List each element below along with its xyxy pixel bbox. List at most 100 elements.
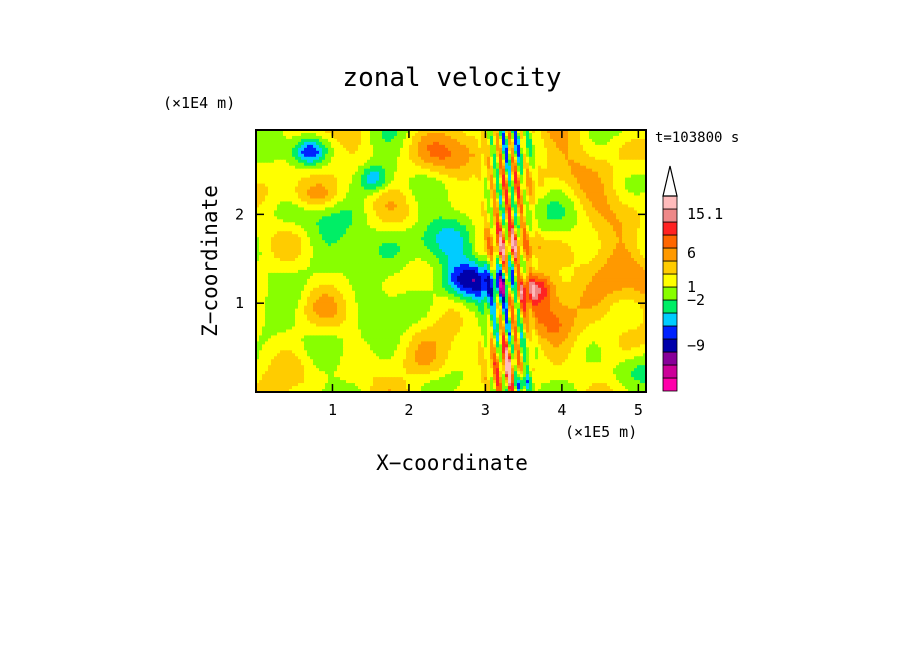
field-cell <box>604 138 608 143</box>
field-cell <box>289 138 293 143</box>
field-cell <box>343 150 347 155</box>
field-cell <box>586 183 590 188</box>
field-cell <box>343 130 347 134</box>
field-cell <box>556 177 560 182</box>
field-cell <box>364 153 368 158</box>
field-cell <box>523 183 527 188</box>
field-cell <box>430 138 434 143</box>
field-cell <box>340 183 344 188</box>
field-cell <box>409 135 413 140</box>
field-cell <box>508 204 512 209</box>
field-cell <box>640 171 644 176</box>
field-cell <box>475 153 479 158</box>
field-cell <box>328 130 332 134</box>
field-cell <box>373 141 377 146</box>
field-cell <box>481 159 485 164</box>
field-cell <box>532 174 536 179</box>
field-cell <box>625 198 629 203</box>
field-cell <box>613 189 617 194</box>
field-cell <box>334 207 338 211</box>
field-cell <box>265 192 269 197</box>
field-cell <box>568 144 572 149</box>
field-cell <box>598 138 602 143</box>
field-cell <box>331 210 335 214</box>
field-cell <box>262 147 266 152</box>
field-cell <box>637 138 641 143</box>
field-cell <box>484 174 488 179</box>
field-cell <box>292 195 296 200</box>
field-cell <box>430 141 434 146</box>
field-cell <box>385 180 389 185</box>
field-cell <box>427 186 431 191</box>
field-cell <box>595 183 599 188</box>
field-cell <box>403 168 407 173</box>
field-cell <box>544 132 548 137</box>
field-cell <box>265 174 269 179</box>
field-cell <box>505 153 509 158</box>
field-cell <box>307 141 311 146</box>
field-cell <box>361 135 365 140</box>
field-cell <box>610 177 614 182</box>
field-cell <box>391 210 395 214</box>
field-cell <box>529 135 533 140</box>
field-cell <box>499 207 503 211</box>
field-cell <box>463 207 467 211</box>
field-cell <box>349 183 353 188</box>
field-cell <box>502 141 506 146</box>
field-cell <box>373 186 377 191</box>
field-cell <box>634 204 638 209</box>
field-cell <box>316 192 320 197</box>
field-cell <box>520 171 524 176</box>
field-cell <box>370 186 374 191</box>
field-cell <box>343 132 347 137</box>
field-cell <box>610 135 614 140</box>
field-cell <box>433 147 437 152</box>
field-cell <box>307 132 311 137</box>
field-cell <box>319 138 323 143</box>
field-cell <box>328 150 332 155</box>
field-cell <box>373 162 377 167</box>
field-cell <box>289 183 293 188</box>
field-cell <box>334 195 338 200</box>
field-cell <box>256 168 260 173</box>
field-cell <box>568 162 572 167</box>
field-cell <box>472 195 476 200</box>
field-cell <box>343 177 347 182</box>
field-cell <box>343 147 347 152</box>
field-cell <box>484 201 488 206</box>
field-cell <box>355 156 359 161</box>
field-cell <box>550 165 554 170</box>
field-cell <box>535 186 539 191</box>
field-cell <box>580 153 584 158</box>
field-cell <box>523 130 527 134</box>
field-cell <box>571 192 575 197</box>
field-cell <box>367 130 371 134</box>
field-cell <box>412 130 416 134</box>
field-cell <box>544 141 548 146</box>
field-cell <box>631 198 635 203</box>
field-cell <box>463 186 467 191</box>
field-cell <box>385 141 389 146</box>
field-cell <box>478 171 482 176</box>
field-cell <box>373 135 377 140</box>
field-cell <box>343 165 347 170</box>
field-cell <box>334 153 338 158</box>
field-cell <box>475 135 479 140</box>
field-cell <box>499 177 503 182</box>
field-cell <box>523 144 527 149</box>
field-cell <box>316 174 320 179</box>
field-cell <box>376 180 380 185</box>
field-cell <box>481 186 485 191</box>
field-cell <box>385 130 389 134</box>
field-cell <box>499 165 503 170</box>
field-cell <box>376 141 380 146</box>
field-cell <box>469 141 473 146</box>
field-cell <box>298 147 302 152</box>
field-cell <box>358 198 362 203</box>
field-cell <box>406 177 410 182</box>
field-cell <box>544 180 548 185</box>
field-cell <box>412 171 416 176</box>
field-cell <box>472 207 476 211</box>
field-cell <box>556 186 560 191</box>
field-cell <box>553 177 557 182</box>
